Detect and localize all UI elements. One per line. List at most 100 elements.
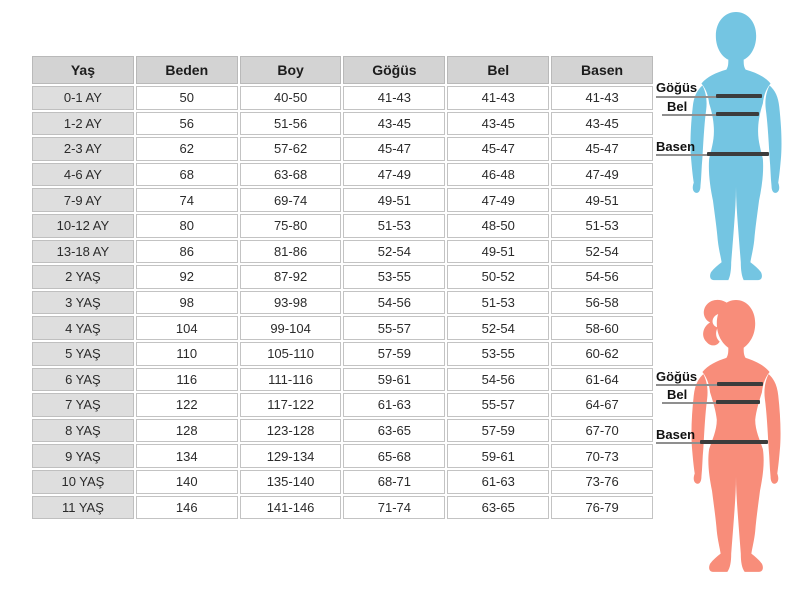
table-cell: 70-73 bbox=[551, 444, 653, 468]
row-age-cell: 6 YAŞ bbox=[32, 367, 134, 392]
table-cell: 65-68 bbox=[343, 444, 446, 468]
boy-hip-label: Basen bbox=[656, 139, 696, 154]
table-row: 7 YAŞ 122 117-122 61-63 55-57 64-67 bbox=[32, 393, 653, 417]
girl-hip-leader-line bbox=[656, 442, 702, 444]
table-row: 4 YAŞ 104 99-104 55-57 52-54 58-60 bbox=[32, 316, 653, 340]
boy-waist-measure-bar bbox=[716, 112, 759, 116]
boy-waist-leader-line bbox=[662, 114, 720, 116]
table-cell: 122 bbox=[135, 393, 238, 417]
girl-waist-label: Bel bbox=[667, 387, 688, 402]
table-cell: 43-45 bbox=[447, 111, 550, 136]
table-row: 10 YAŞ 140 135-140 68-71 61-63 73-76 bbox=[32, 469, 653, 494]
row-age-cell: 2 YAŞ bbox=[32, 265, 134, 289]
row-age-cell: 2-3 AY bbox=[32, 137, 134, 161]
boy-chest-measure-bar bbox=[716, 94, 762, 98]
row-age-cell: 8 YAŞ bbox=[32, 418, 134, 443]
table-cell: 41-43 bbox=[447, 86, 550, 110]
table-cell: 49-51 bbox=[551, 188, 653, 212]
table-cell: 50-52 bbox=[447, 265, 550, 289]
table-row: 8 YAŞ 128 123-128 63-65 57-59 67-70 bbox=[32, 418, 653, 443]
table-cell: 67-70 bbox=[551, 418, 653, 443]
table-cell: 47-49 bbox=[551, 162, 653, 187]
girl-left-arm-shape bbox=[691, 374, 708, 484]
table-cell: 62 bbox=[135, 137, 238, 161]
table-cell: 47-49 bbox=[343, 162, 446, 187]
table-row: 9 YAŞ 134 129-134 65-68 59-61 70-73 bbox=[32, 444, 653, 468]
table-cell: 43-45 bbox=[343, 111, 446, 136]
table-cell: 60-62 bbox=[551, 341, 653, 366]
row-age-cell: 1-2 AY bbox=[32, 111, 134, 136]
column-header: Göğüs bbox=[343, 56, 446, 84]
table-cell: 49-51 bbox=[447, 239, 550, 264]
boy-body-shape bbox=[701, 12, 771, 281]
table-cell: 61-63 bbox=[447, 469, 550, 494]
size-chart-table: Yaş Beden Boy Göğüs Bel Basen 0-1 AY 50 40-50 41… bbox=[30, 54, 655, 522]
row-age-cell: 10-12 AY bbox=[32, 213, 134, 238]
table-cell: 80 bbox=[135, 213, 238, 238]
table-cell: 45-47 bbox=[447, 137, 550, 161]
table-cell: 54-56 bbox=[447, 367, 550, 392]
table-row: 6 YAŞ 116 111-116 59-61 54-56 61-64 bbox=[32, 367, 653, 392]
table-cell: 71-74 bbox=[343, 495, 446, 520]
table-cell: 69-74 bbox=[239, 188, 342, 212]
table-cell: 59-61 bbox=[447, 444, 550, 468]
table-cell: 48-50 bbox=[447, 213, 550, 238]
table-cell: 47-49 bbox=[447, 188, 550, 212]
table-cell: 68 bbox=[135, 162, 238, 187]
table-cell: 129-134 bbox=[239, 444, 342, 468]
column-header: Yaş bbox=[32, 56, 134, 84]
table-cell: 52-54 bbox=[343, 239, 446, 264]
row-age-cell: 9 YAŞ bbox=[32, 444, 134, 468]
table-row: 4-6 AY 68 63-68 47-49 46-48 47-49 bbox=[32, 162, 653, 187]
table-row: 1-2 AY 56 51-56 43-45 43-45 43-45 bbox=[32, 111, 653, 136]
table-row: 5 YAŞ 110 105-110 57-59 53-55 60-62 bbox=[32, 341, 653, 366]
table-cell: 76-79 bbox=[551, 495, 653, 520]
table-cell: 110 bbox=[135, 341, 238, 366]
table-cell: 55-57 bbox=[447, 393, 550, 417]
table-row: 13-18 AY 86 81-86 52-54 49-51 52-54 bbox=[32, 239, 653, 264]
boy-silhouette bbox=[690, 12, 782, 281]
table-cell: 134 bbox=[135, 444, 238, 468]
table-cell: 43-45 bbox=[551, 111, 653, 136]
table-cell: 75-80 bbox=[239, 213, 342, 238]
table-cell: 117-122 bbox=[239, 393, 342, 417]
boy-hip-measure-bar bbox=[707, 152, 769, 156]
table-row: 0-1 AY 50 40-50 41-43 41-43 41-43 bbox=[32, 86, 653, 110]
table-cell: 53-55 bbox=[343, 265, 446, 289]
table-row: 3 YAŞ 98 93-98 54-56 51-53 56-58 bbox=[32, 290, 653, 315]
row-age-cell: 4 YAŞ bbox=[32, 316, 134, 340]
girl-waist-leader-line bbox=[662, 402, 720, 404]
table-cell: 68-71 bbox=[343, 469, 446, 494]
table-row: 7-9 AY 74 69-74 49-51 47-49 49-51 bbox=[32, 188, 653, 212]
table-cell: 49-51 bbox=[343, 188, 446, 212]
girl-hip-measure-bar bbox=[700, 440, 768, 444]
boy-chest-leader-line bbox=[656, 96, 720, 98]
row-age-cell: 4-6 AY bbox=[32, 162, 134, 187]
table-header-row: Yaş Beden Boy Göğüs Bel Basen bbox=[32, 56, 653, 84]
table-cell: 140 bbox=[135, 469, 238, 494]
table-cell: 146 bbox=[135, 495, 238, 520]
table-cell: 41-43 bbox=[343, 86, 446, 110]
table-cell: 104 bbox=[135, 316, 238, 340]
table-cell: 81-86 bbox=[239, 239, 342, 264]
table-cell: 45-47 bbox=[551, 137, 653, 161]
table-cell: 58-60 bbox=[551, 316, 653, 340]
table-cell: 87-92 bbox=[239, 265, 342, 289]
boy-chest-label: Göğüs bbox=[656, 80, 698, 95]
table-cell: 73-76 bbox=[551, 469, 653, 494]
table-cell: 86 bbox=[135, 239, 238, 264]
table-cell: 52-54 bbox=[551, 239, 653, 264]
table-cell: 50 bbox=[135, 86, 238, 110]
column-header: Beden bbox=[135, 56, 238, 84]
table-cell: 51-53 bbox=[343, 213, 446, 238]
girl-silhouette bbox=[691, 299, 781, 572]
row-age-cell: 5 YAŞ bbox=[32, 341, 134, 366]
table-cell: 51-53 bbox=[447, 290, 550, 315]
column-header: Bel bbox=[447, 56, 550, 84]
table-cell: 74 bbox=[135, 188, 238, 212]
table-cell: 116 bbox=[135, 367, 238, 392]
table-cell: 55-57 bbox=[343, 316, 446, 340]
table-cell: 40-50 bbox=[239, 86, 342, 110]
table-row: 11 YAŞ 146 141-146 71-74 63-65 76-79 bbox=[32, 495, 653, 520]
